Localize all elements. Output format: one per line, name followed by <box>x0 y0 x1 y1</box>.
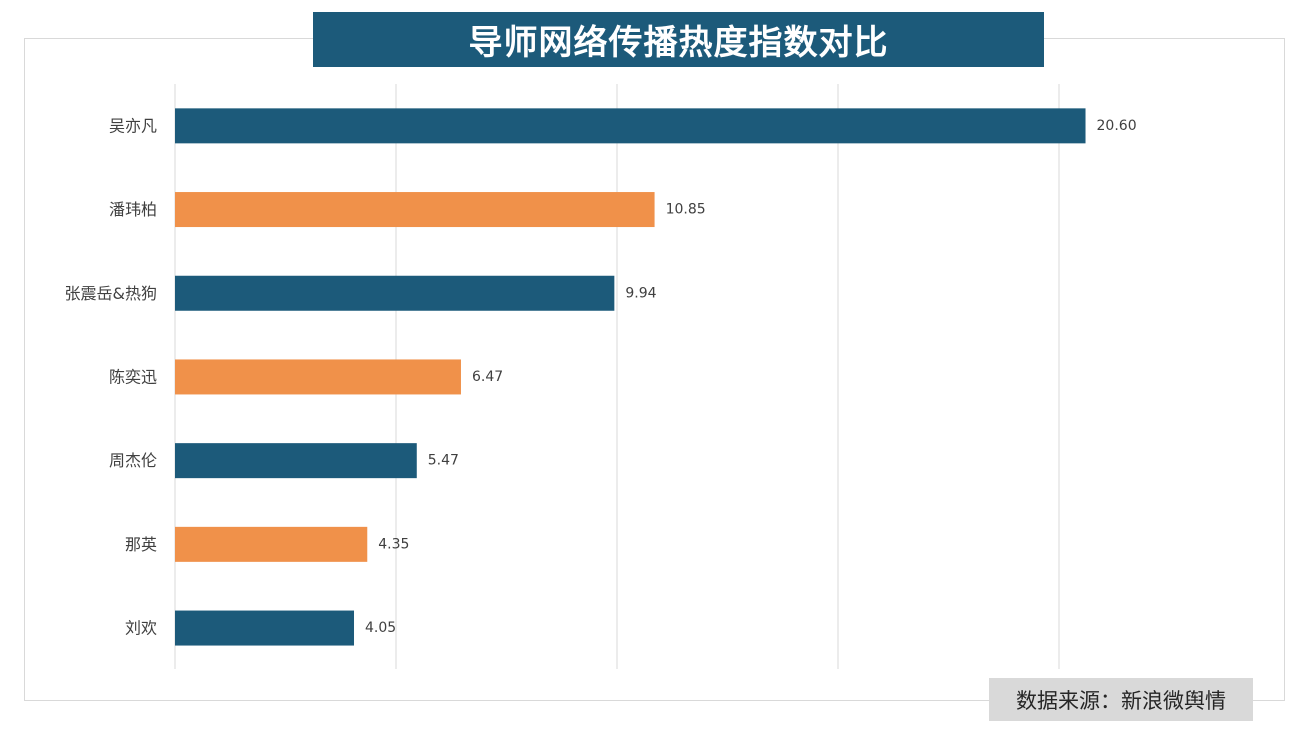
bar-1 <box>175 192 655 228</box>
bar-3 <box>175 359 461 395</box>
bar-2 <box>175 275 615 311</box>
value-label-6: 4.05 <box>365 620 396 636</box>
value-label-4: 5.47 <box>428 453 459 469</box>
value-label-2: 9.94 <box>625 285 656 301</box>
category-label-6: 刘欢 <box>125 619 157 638</box>
category-label-2: 张震岳&热狗 <box>65 284 157 303</box>
category-label-1: 潘玮柏 <box>109 200 157 219</box>
bar-6 <box>175 610 355 646</box>
category-label-3: 陈奕迅 <box>109 367 157 386</box>
value-label-0: 20.60 <box>1097 118 1137 134</box>
value-labels: 20.60 10.85 9.94 6.47 5.47 4.35 4.05 <box>365 118 1137 636</box>
source-note: 数据来源：新浪微舆情 <box>989 678 1253 721</box>
chart-title: 导师网络传播热度指数对比 <box>313 12 1044 67</box>
category-label-5: 那英 <box>125 535 157 554</box>
bars <box>175 108 1086 646</box>
value-label-3: 6.47 <box>472 369 503 385</box>
bar-5 <box>175 526 368 562</box>
value-label-5: 4.35 <box>378 536 409 552</box>
category-label-0: 吴亦凡 <box>109 116 157 135</box>
value-label-1: 10.85 <box>666 202 706 218</box>
bar-4 <box>175 443 417 479</box>
bar-0 <box>175 108 1086 144</box>
category-label-4: 周杰伦 <box>109 451 157 470</box>
